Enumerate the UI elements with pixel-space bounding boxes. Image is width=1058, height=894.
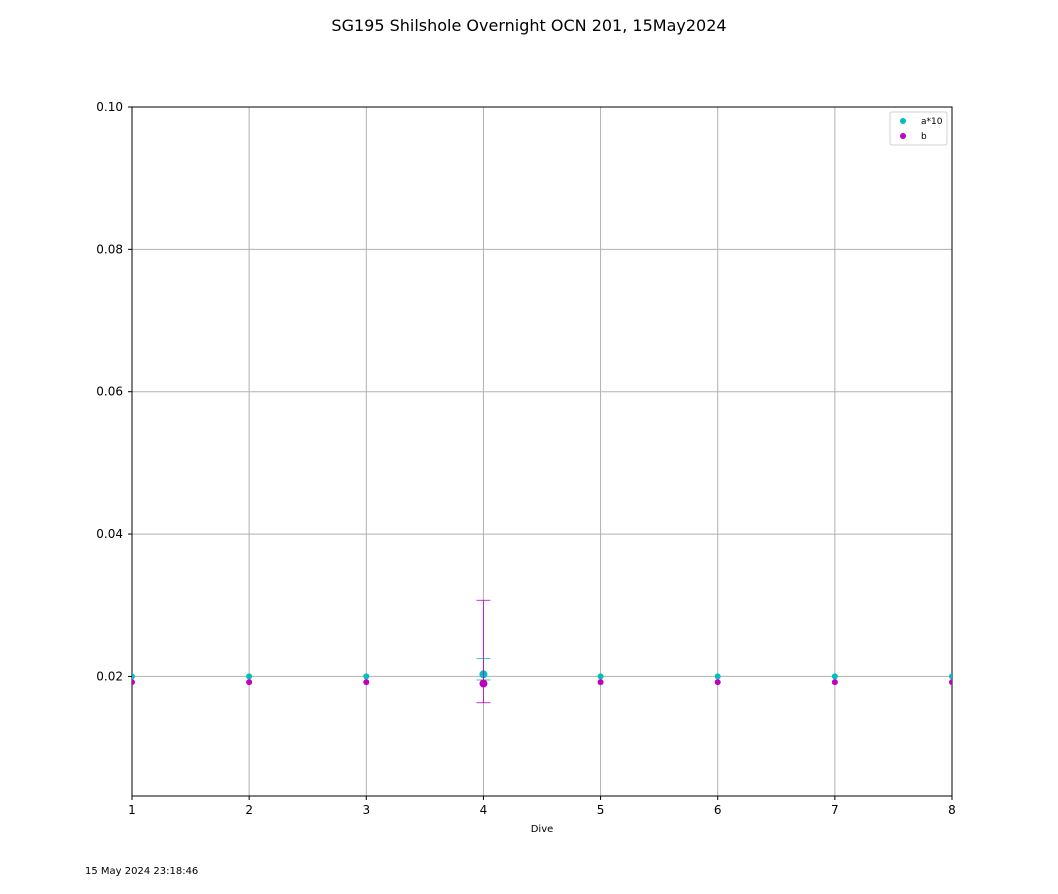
point-a10	[132, 673, 135, 680]
legend-marker-b	[900, 133, 906, 139]
point-b	[831, 679, 838, 686]
point-a10	[831, 673, 838, 680]
y-tick-label: 0.04	[96, 527, 123, 541]
chart-title: SG195 Shilshole Overnight OCN 201, 15May…	[331, 16, 727, 35]
legend-marker-a10	[900, 118, 906, 124]
y-tick-label: 0.02	[96, 669, 123, 683]
point-a10	[246, 673, 253, 680]
point-b	[714, 679, 721, 686]
y-tick-label: 0.08	[96, 242, 123, 256]
point-a10	[597, 673, 604, 680]
x-axis-label: Dive	[531, 824, 554, 835]
legend-label-a10: a*10	[921, 117, 943, 127]
x-tick-label: 3	[362, 803, 370, 817]
y-tick-label: 0.06	[96, 385, 123, 399]
point-a10	[949, 673, 952, 680]
x-tick-label: 8	[948, 803, 956, 817]
point-b	[949, 679, 952, 686]
plot-timestamp: 15 May 2024 23:18:46	[85, 866, 199, 877]
point-b	[363, 679, 370, 686]
plot-frame	[131, 106, 953, 797]
point-b	[132, 679, 135, 686]
x-tick-label: 6	[714, 803, 722, 817]
x-tick-label: 2	[245, 803, 253, 817]
point-a10	[363, 673, 370, 680]
point-a10	[714, 673, 721, 680]
point-b	[479, 679, 488, 688]
x-tick-label: 4	[480, 803, 488, 817]
legend-label-b: b	[921, 132, 927, 142]
x-tick-label: 5	[597, 803, 605, 817]
y-tick-label: 0.10	[96, 100, 123, 114]
x-tick-label: 7	[831, 803, 839, 817]
point-b	[246, 679, 253, 686]
point-b	[597, 679, 604, 686]
x-tick-label: 1	[128, 803, 136, 817]
